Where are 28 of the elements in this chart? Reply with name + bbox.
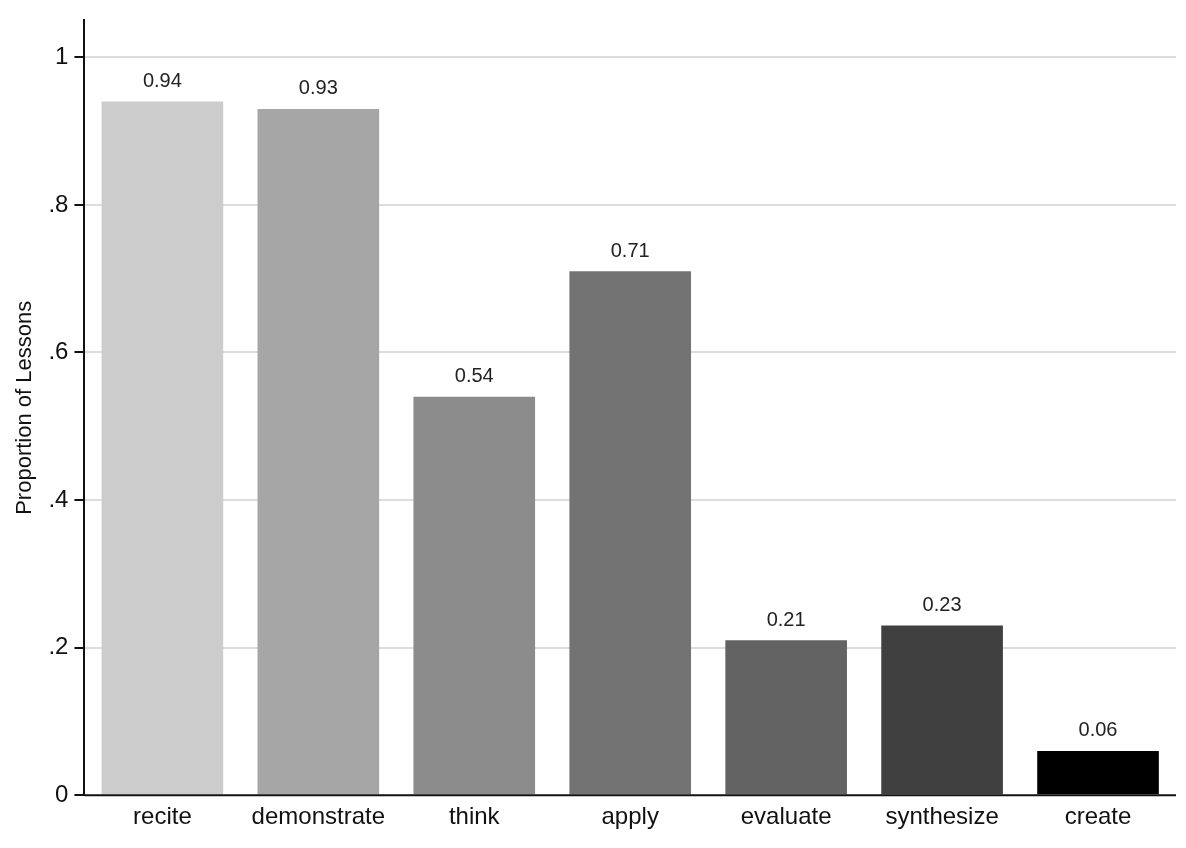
- y-tick-label: 0: [55, 779, 69, 807]
- bar: [413, 396, 536, 795]
- y-tick-label: .6: [48, 337, 69, 365]
- bar: [257, 108, 380, 795]
- bar: [101, 101, 224, 795]
- x-tick-label: create: [1064, 802, 1132, 830]
- bar: [725, 640, 847, 795]
- x-tick-label: demonstrate: [251, 802, 386, 830]
- bar: [569, 271, 692, 795]
- bar: [1037, 750, 1159, 795]
- data-label: 0.94: [142, 69, 182, 92]
- data-label: 0.06: [1078, 718, 1118, 741]
- data-label: 0.71: [610, 238, 650, 261]
- y-axis-title: Proportion of Lessons: [11, 300, 37, 515]
- y-tick-label: .4: [48, 484, 69, 512]
- x-tick-label: recite: [133, 802, 192, 830]
- bar: [881, 625, 1003, 795]
- x-tick-label: think: [448, 802, 501, 830]
- y-tick-label: 1: [55, 41, 69, 69]
- data-label: 0.93: [298, 76, 338, 99]
- x-tick-label: synthesize: [885, 802, 999, 830]
- x-tick-label: apply: [601, 802, 659, 830]
- data-label: 0.23: [922, 593, 962, 615]
- data-label: 0.21: [766, 607, 806, 630]
- y-tick-label: .8: [48, 189, 69, 217]
- y-tick-label: .2: [48, 632, 69, 660]
- x-tick-label: evaluate: [740, 802, 832, 830]
- data-label: 0.54: [454, 364, 494, 387]
